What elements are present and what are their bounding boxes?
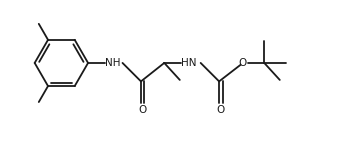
Text: NH: NH	[105, 58, 120, 68]
Text: O: O	[238, 58, 247, 68]
Text: O: O	[138, 105, 147, 115]
Text: O: O	[217, 105, 225, 115]
Text: HN: HN	[181, 58, 197, 68]
